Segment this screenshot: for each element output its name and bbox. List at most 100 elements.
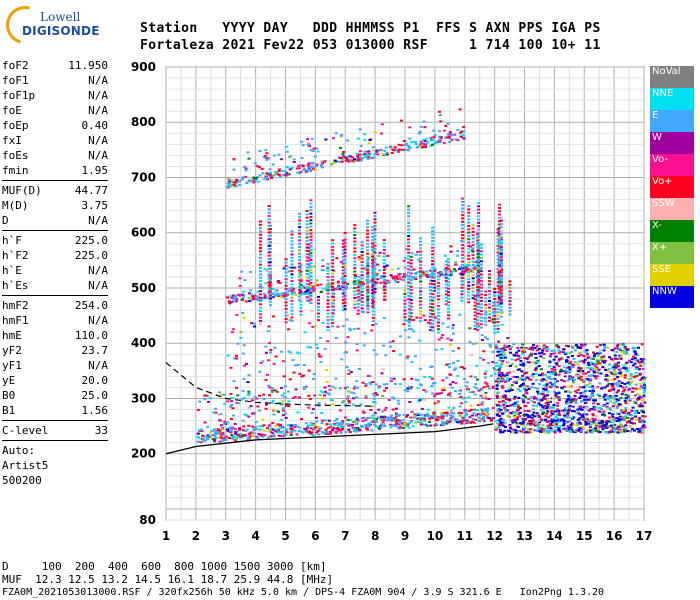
- echo-point: [315, 431, 319, 434]
- echo-point: [268, 272, 272, 275]
- echo-point: [211, 411, 215, 414]
- echo-point: [428, 282, 432, 285]
- echo-point: [618, 403, 622, 406]
- echo-point: [541, 405, 545, 408]
- echo-point: [355, 343, 359, 346]
- echo-point: [488, 290, 491, 292]
- echo-point: [396, 399, 400, 402]
- echo-point: [407, 235, 411, 238]
- echo-point: [405, 357, 409, 360]
- echo-point: [321, 287, 325, 290]
- echo-point: [405, 415, 408, 418]
- echo-point: [353, 297, 357, 299]
- echo-point: [553, 384, 557, 387]
- echo-point: [621, 386, 625, 389]
- echo-point: [396, 267, 400, 270]
- echo-point: [422, 389, 426, 392]
- echo-point: [353, 240, 357, 243]
- echo-point: [432, 273, 436, 276]
- echo-point: [593, 375, 597, 378]
- echo-point: [554, 355, 558, 358]
- echo-point: [371, 263, 375, 266]
- echo-point: [498, 246, 501, 249]
- echo-point: [419, 303, 423, 306]
- echo-point: [313, 394, 317, 397]
- echo-point: [257, 166, 261, 169]
- echo-point: [519, 359, 523, 362]
- echo-point: [496, 327, 500, 330]
- echo-point: [629, 426, 633, 429]
- echo-point: [620, 374, 624, 377]
- echo-point: [476, 286, 480, 289]
- echo-point: [533, 415, 537, 418]
- echo-point: [461, 197, 465, 200]
- echo-point: [331, 275, 335, 278]
- echo-point: [305, 246, 309, 249]
- param-value: 254.0: [74, 299, 108, 312]
- echo-point: [476, 282, 480, 285]
- echo-point: [640, 409, 644, 412]
- echo-point: [371, 381, 375, 383]
- echo-point: [604, 378, 608, 381]
- echo-point: [283, 170, 287, 173]
- echo-point: [373, 291, 377, 294]
- echo-point: [407, 311, 411, 314]
- echo-point: [577, 407, 581, 410]
- echo-point: [433, 382, 437, 385]
- echo-point: [436, 331, 440, 334]
- echo-point: [259, 283, 262, 286]
- echo-point: [438, 139, 442, 142]
- echo-point: [240, 398, 244, 401]
- echo-point: [353, 234, 357, 236]
- param-separator: [2, 230, 108, 231]
- echo-point: [448, 366, 452, 369]
- echo-point: [624, 424, 628, 427]
- echo-point: [581, 391, 585, 394]
- echo-point: [309, 225, 313, 228]
- echo-point: [428, 292, 432, 295]
- echo-point: [432, 296, 436, 299]
- echo-point: [371, 303, 375, 306]
- echo-point: [471, 260, 475, 263]
- echo-point: [259, 260, 262, 263]
- echo-point: [488, 313, 491, 316]
- echo-point: [528, 347, 532, 350]
- echo-point: [444, 266, 448, 269]
- echo-point: [407, 231, 411, 234]
- echo-point: [618, 372, 622, 375]
- echo-point: [267, 287, 271, 290]
- echo-point: [371, 313, 375, 316]
- echo-point: [407, 255, 411, 257]
- echo-point: [371, 244, 375, 246]
- echo-point: [525, 389, 529, 391]
- echo-point: [573, 349, 577, 352]
- echo-point: [327, 419, 331, 422]
- echo-point: [458, 366, 462, 369]
- echo-point: [504, 408, 507, 411]
- echo-point: [281, 430, 284, 433]
- echo-point: [300, 140, 304, 143]
- echo-point: [576, 408, 580, 411]
- echo-point: [447, 311, 450, 313]
- echo-point: [368, 416, 372, 419]
- echo-point: [419, 316, 423, 319]
- echo-point: [251, 411, 255, 414]
- echo-point: [243, 420, 247, 423]
- echo-point: [234, 430, 238, 433]
- echo-point: [343, 351, 347, 354]
- echo-point: [364, 383, 368, 385]
- echo-point: [515, 351, 519, 354]
- echo-point: [511, 431, 515, 434]
- echo-point: [430, 365, 434, 368]
- echo-point: [640, 387, 644, 390]
- param-row: h`F 225.0: [2, 233, 108, 248]
- echo-point: [283, 174, 287, 176]
- echo-point: [197, 437, 201, 440]
- echo-point: [420, 413, 423, 416]
- echo-point: [610, 388, 614, 391]
- echo-point: [461, 220, 465, 223]
- echo-point: [313, 428, 316, 431]
- echo-point: [564, 369, 568, 372]
- echo-point: [509, 404, 513, 407]
- echo-point: [498, 405, 502, 408]
